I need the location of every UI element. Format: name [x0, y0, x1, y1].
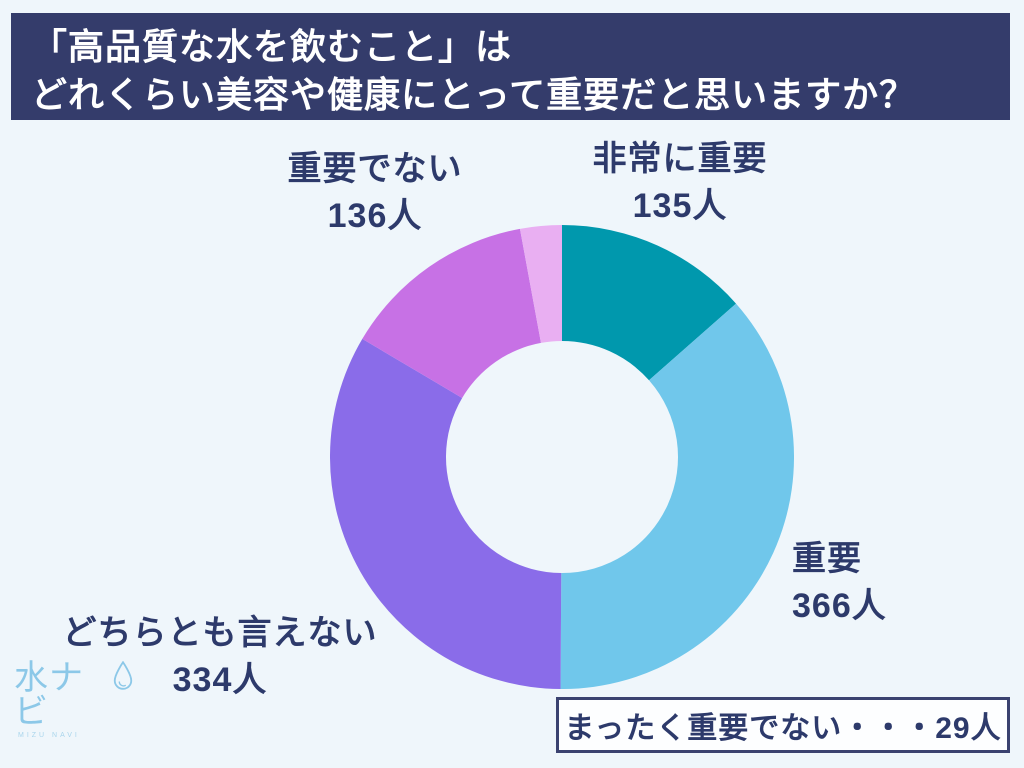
segment-label: 重要でない [287, 150, 463, 188]
segment-count: 334人 [172, 660, 268, 699]
water-drop-icon [112, 660, 134, 696]
segment-count: 136人 [327, 196, 423, 235]
donut-chart [330, 225, 794, 689]
label-very-important: 非常に重要 135人 [555, 136, 805, 230]
segment-count: 135人 [632, 186, 728, 225]
segment-label: どちらとも言えない [62, 614, 378, 652]
donut-segment-1 [560, 303, 794, 689]
label-not-important: 重要でない 136人 [250, 146, 500, 240]
donut-segment-2 [330, 338, 562, 689]
mizu-navi-logo: 水ナビ MIZU NAVI [14, 659, 134, 739]
segment-label: 非常に重要 [592, 140, 768, 178]
logo-text: 水ナビ [14, 659, 84, 731]
not-important-at-all-note: まったく重要でない・・・29人 [556, 697, 1010, 753]
label-neutral: どちらとも言えない 334人 [40, 610, 400, 704]
segment-label: 重要 [792, 540, 862, 578]
question-line-1: 「高品質な水を飲むこと」は [31, 26, 513, 67]
question-banner: 「高品質な水を飲むこと」は どれくらい美容や健康にとって重要だと思いますか？ [11, 13, 1010, 120]
donut-segment-4 [519, 225, 562, 343]
logo-subtext: MIZU NAVI [18, 732, 80, 739]
question-line-2: どれくらい美容や健康にとって重要だと思いますか？ [31, 73, 917, 115]
label-important: 重要 366人 [792, 536, 1012, 630]
segment-count: 366人 [792, 586, 887, 625]
donut-segment-0 [562, 225, 737, 381]
note-text: まったく重要でない・・・29人 [564, 712, 1002, 745]
donut-segment-3 [362, 228, 541, 398]
